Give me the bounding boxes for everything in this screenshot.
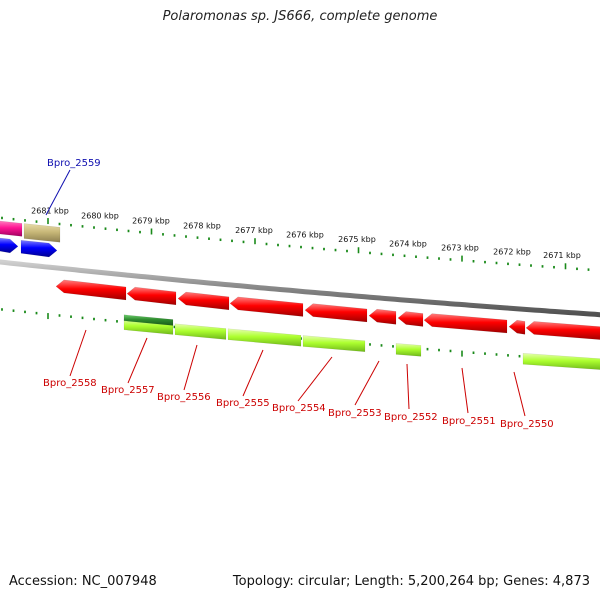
feature-magenta (0, 220, 23, 237)
feature-blue-arrow (20, 239, 58, 258)
gene-leader-line (183, 344, 198, 391)
scale-tick-label: 2675 kbp (338, 235, 376, 244)
cds-box-green (174, 323, 227, 340)
gene-label: Bpro_2557 (101, 385, 155, 396)
gene-arrow-red (55, 279, 127, 301)
cds-box-green (302, 335, 366, 353)
scale-tick-label: 2679 kbp (132, 216, 170, 225)
gene-arrow-red (177, 291, 230, 311)
gene-label: Bpro_2550 (500, 419, 554, 430)
scale-tick-label: 2677 kbp (235, 226, 273, 235)
gene-leader-line (354, 360, 380, 406)
gene-arrow-red (126, 286, 177, 306)
gene-leader-line (242, 349, 264, 397)
gene-label: Bpro_2552 (384, 412, 438, 423)
gene-label: Bpro_2556 (157, 392, 211, 403)
gene-arrow-red (525, 321, 600, 340)
gene-label: Bpro_2551 (442, 416, 496, 427)
gene-leader-line (45, 169, 71, 216)
scale-tick-label: 2674 kbp (389, 239, 427, 248)
gene-leader-line (406, 363, 410, 410)
gene-leader-line (127, 337, 148, 384)
gene-leader-line (461, 367, 469, 414)
scale-tick-label: 2676 kbp (286, 231, 324, 240)
accession-label: Accession: NC_007948 (9, 574, 157, 589)
scale-tick-label: 2680 kbp (81, 211, 119, 220)
gene-arrow-red (423, 313, 508, 334)
gene-arrow-red (304, 303, 368, 323)
gene-arrow-red (229, 296, 304, 317)
gene-label: Bpro_2559 (47, 158, 101, 169)
gene-arrow-red (368, 308, 397, 325)
scale-tick-label: 2672 kbp (493, 247, 531, 256)
gene-arrow-red (397, 311, 424, 327)
gene-label: Bpro_2553 (328, 408, 382, 419)
scale-tick-label: 2673 kbp (441, 243, 479, 252)
gene-leader-line (297, 356, 333, 402)
gene-label: Bpro_2555 (216, 398, 270, 409)
map-title: Polaromonas sp. JS666, complete genome (162, 9, 438, 24)
feature-blue-arrow (0, 237, 19, 254)
outer-scale-ring (1, 216, 590, 271)
cds-box-green (522, 352, 600, 370)
gene-leader-line (69, 329, 87, 377)
gene-arrow-red (508, 319, 526, 335)
gene-label: Bpro_2558 (43, 378, 97, 389)
cds-box-green (227, 328, 302, 347)
scale-tick-label: 2681 kbp (31, 206, 69, 215)
scale-tick-label: 2671 kbp (543, 251, 581, 260)
genome-backbone (0, 259, 600, 318)
cds-box-dark-green (123, 314, 174, 326)
gene-leader-line (513, 371, 526, 417)
genome-summary: Topology: circular; Length: 5,200,264 bp… (232, 574, 590, 589)
cds-box-green (395, 343, 422, 357)
gene-label: Bpro_2554 (272, 403, 326, 414)
scale-tick-label: 2678 kbp (183, 221, 221, 230)
feature-khaki (23, 223, 61, 243)
